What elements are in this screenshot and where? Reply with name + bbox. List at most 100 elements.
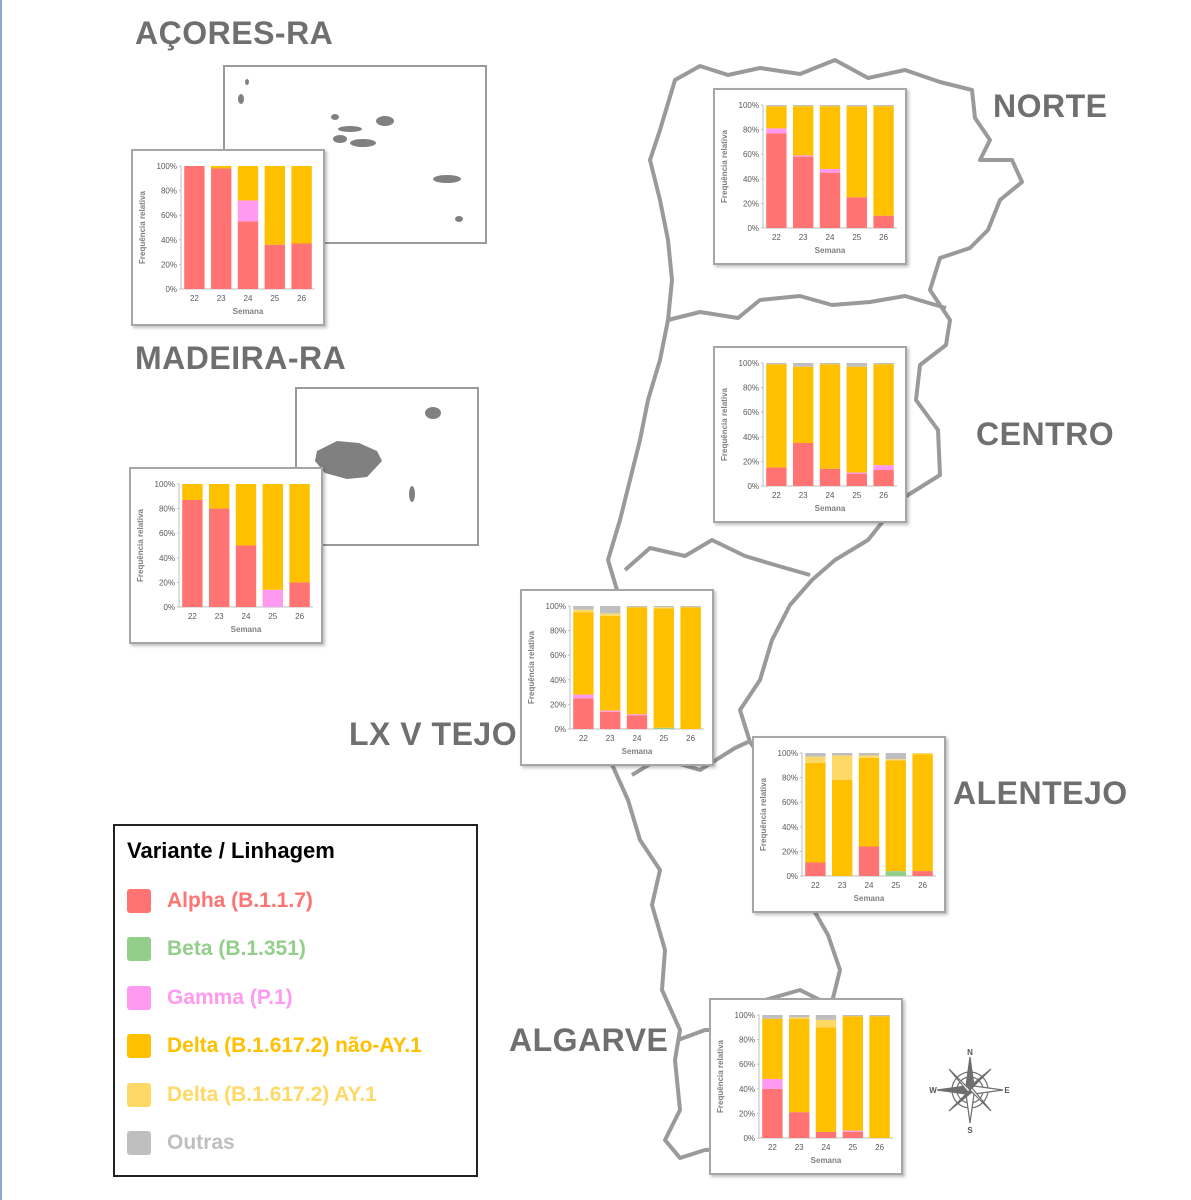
bar-segment [805,753,826,757]
bar-segment [237,166,259,201]
bar-segment [762,1015,783,1019]
legend-label-gamma: Gamma (P.1) [167,986,293,1009]
y-tick-label: 20% [161,260,177,269]
compass-n: N [967,1048,973,1057]
island-faial [333,135,347,143]
x-tick-label: 24 [826,233,835,242]
bar-segment [873,470,894,486]
legend-label-alpha: Alpha (B.1.1.7) [167,889,313,912]
bar-segment [235,484,257,546]
bar-segment [873,363,894,365]
island-porto-santo [425,407,441,419]
island-terceira [376,116,394,126]
y-axis-title: Frequência relativa [759,777,768,850]
bar-segment [793,363,814,367]
x-tick-label: 24 [242,612,251,621]
bar-segment [766,128,787,134]
x-tick-label: 23 [795,1143,804,1152]
bar-segment [858,755,880,758]
bar-segment [846,106,867,198]
y-tick-label: 60% [159,529,175,538]
y-tick-label: 20% [550,700,566,709]
x-tick-label: 25 [852,233,861,242]
chart-svg: 0% 20% 40% 60% 80% 100% 22 23 24 25 26 Semana Frequê… [527,602,704,756]
bar-segment [815,1131,837,1138]
bar-segment [846,363,867,367]
x-tick-label: 26 [879,233,888,242]
island-flores [238,94,244,104]
region-label-norte: NORTE [993,88,1108,124]
chart-madeira: 0% 20% 40% 60% 80% 100% 22 23 24 25 26 Semana Frequê… [129,467,323,644]
bar-segment [209,484,230,509]
bar-segment [805,756,826,763]
bar-segment [289,582,310,607]
island-sao-jorge [338,126,362,132]
x-tick-label: 25 [268,612,277,621]
bar-segment [211,168,232,289]
chart-lx: 0% 20% 40% 60% 80% 100% 22 23 24 25 26 Semana Frequê… [520,589,714,766]
acores-islands [238,79,463,222]
bar-segment [846,105,867,107]
compass-s: S [967,1126,973,1135]
bar-segment [626,607,648,715]
island-graciosa [331,114,339,120]
x-tick-label: 24 [865,881,874,890]
x-tick-label: 23 [838,881,847,890]
compass-rose: N S E W [929,1048,1010,1135]
y-tick-label: 100% [157,162,177,171]
legend-item-gamma: Gamma (P.1) [127,984,293,1012]
bar-segment [912,753,933,755]
bar-segment [600,710,621,712]
y-tick-label: 100% [739,101,759,110]
x-tick-label: 24 [633,734,642,743]
x-axis-title: Semana [815,504,846,513]
x-axis-title: Semana [231,625,262,634]
bar-segment [766,467,787,486]
bar-segment [237,221,259,289]
bar-segment [793,442,814,486]
x-axis-title: Semana [815,246,846,255]
bar-segment [653,727,674,729]
legend-label-outras: Outras [167,1131,235,1154]
bar-segment [873,465,894,471]
bar-segment [766,364,787,468]
x-tick-label: 24 [244,294,253,303]
bar-segment [873,364,894,466]
legend-item-delta-non-ay1: Delta (B.1.617.2) não-AY.1 [127,1032,422,1060]
x-tick-label: 26 [295,612,304,621]
legend-swatch-delta-non-ay1 [127,1034,151,1058]
bar-segment [832,753,853,756]
bar-segment [184,166,205,289]
region-label-alentejo: ALENTEJO [953,775,1128,811]
chart-algarve: 0% 20% 40% 60% 80% 100% 22 23 24 25 26 Semana Frequê… [709,998,903,1175]
bar-segment [653,608,674,728]
bar-segment [846,197,867,228]
x-tick-label: 26 [918,881,927,890]
compass-e: E [1004,1086,1010,1095]
bar-segment [885,753,906,760]
x-axis-title: Semana [622,747,653,756]
bar-segment [815,1015,837,1020]
x-tick-label: 23 [215,612,224,621]
border-norte-centro [667,294,947,322]
bar-segment [600,606,621,614]
legend-label-delta-non-ay1: Delta (B.1.617.2) não-AY.1 [167,1034,422,1057]
legend-swatch-gamma [127,986,151,1010]
x-tick-label: 26 [879,491,888,500]
y-tick-label: 60% [161,211,177,220]
y-axis-title: Frequência relativa [716,1039,725,1112]
bar-segment [766,363,787,365]
y-tick-label: 80% [161,187,177,196]
bar-segment [869,1016,890,1138]
bar-segment [869,1015,890,1017]
y-tick-label: 100% [735,1011,755,1020]
y-tick-label: 0% [163,603,175,612]
y-tick-label: 60% [782,798,798,807]
bar-segment [762,1018,783,1079]
x-tick-label: 24 [822,1143,831,1152]
y-axis-title: Frequência relativa [136,508,145,581]
madeira-islands [315,407,441,502]
legend-item-outras: Outras [127,1129,235,1157]
x-tick-label: 22 [811,881,820,890]
bar-segment [789,1018,810,1113]
